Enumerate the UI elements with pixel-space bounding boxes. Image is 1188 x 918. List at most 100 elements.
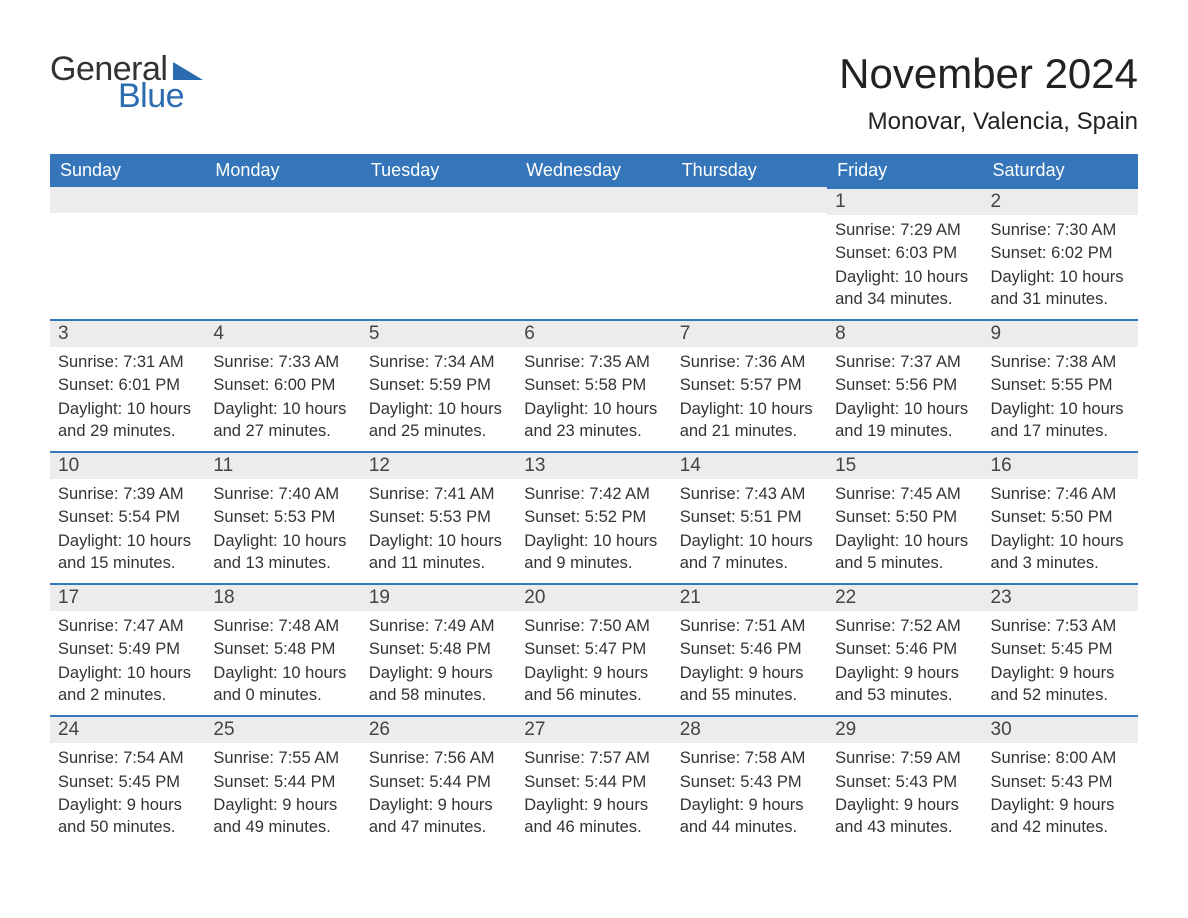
day-body: Sunrise: 7:47 AMSunset: 5:49 PMDaylight:… [50,611,205,715]
sunrise-line: Sunrise: 7:48 AM [213,615,352,637]
day-number: 10 [50,451,205,479]
daylight-line: Daylight: 10 hours and 7 minutes. [680,530,819,575]
day-number: 30 [983,715,1138,743]
day-number: 1 [827,187,982,215]
day-number: 27 [516,715,671,743]
brand-logo: General Blue [50,50,203,116]
sunrise-line: Sunrise: 7:36 AM [680,351,819,373]
sunset-line: Sunset: 6:01 PM [58,374,197,396]
day-number: 9 [983,319,1138,347]
day-number: 15 [827,451,982,479]
day-number: 17 [50,583,205,611]
day-number: 5 [361,319,516,347]
daylight-line: Daylight: 10 hours and 13 minutes. [213,530,352,575]
sunrise-line: Sunrise: 7:39 AM [58,483,197,505]
empty-day-strip [205,187,360,213]
daylight-line: Daylight: 10 hours and 19 minutes. [835,398,974,443]
column-header: Monday [205,154,360,187]
daylight-line: Daylight: 10 hours and 25 minutes. [369,398,508,443]
calendar-cell: 25Sunrise: 7:55 AMSunset: 5:44 PMDayligh… [205,715,360,847]
sunset-line: Sunset: 5:52 PM [524,506,663,528]
calendar-cell: 20Sunrise: 7:50 AMSunset: 5:47 PMDayligh… [516,583,671,715]
daylight-line: Daylight: 10 hours and 2 minutes. [58,662,197,707]
sunrise-line: Sunrise: 7:40 AM [213,483,352,505]
column-header: Sunday [50,154,205,187]
daylight-line: Daylight: 9 hours and 50 minutes. [58,794,197,839]
sunset-line: Sunset: 5:53 PM [213,506,352,528]
column-header: Saturday [983,154,1138,187]
daylight-line: Daylight: 10 hours and 9 minutes. [524,530,663,575]
calendar-cell: 30Sunrise: 8:00 AMSunset: 5:43 PMDayligh… [983,715,1138,847]
day-body: Sunrise: 7:56 AMSunset: 5:44 PMDaylight:… [361,743,516,847]
empty-day-strip [50,187,205,213]
day-body: Sunrise: 7:54 AMSunset: 5:45 PMDaylight:… [50,743,205,847]
daylight-line: Daylight: 10 hours and 21 minutes. [680,398,819,443]
calendar-cell: 12Sunrise: 7:41 AMSunset: 5:53 PMDayligh… [361,451,516,583]
day-number: 20 [516,583,671,611]
sunset-line: Sunset: 5:43 PM [991,771,1130,793]
day-number: 8 [827,319,982,347]
sunset-line: Sunset: 5:48 PM [213,638,352,660]
sunrise-line: Sunrise: 7:47 AM [58,615,197,637]
page-subtitle: Monovar, Valencia, Spain [839,108,1138,136]
calendar-cell [361,187,516,319]
sunset-line: Sunset: 5:43 PM [680,771,819,793]
calendar-cell: 1Sunrise: 7:29 AMSunset: 6:03 PMDaylight… [827,187,982,319]
sunset-line: Sunset: 5:46 PM [835,638,974,660]
calendar-cell: 6Sunrise: 7:35 AMSunset: 5:58 PMDaylight… [516,319,671,451]
day-number: 2 [983,187,1138,215]
sunset-line: Sunset: 5:53 PM [369,506,508,528]
daylight-line: Daylight: 10 hours and 5 minutes. [835,530,974,575]
day-number: 16 [983,451,1138,479]
day-body: Sunrise: 7:37 AMSunset: 5:56 PMDaylight:… [827,347,982,451]
daylight-line: Daylight: 9 hours and 46 minutes. [524,794,663,839]
day-body: Sunrise: 7:49 AMSunset: 5:48 PMDaylight:… [361,611,516,715]
sunrise-line: Sunrise: 7:46 AM [991,483,1130,505]
sunrise-line: Sunrise: 7:45 AM [835,483,974,505]
day-number: 7 [672,319,827,347]
sunrise-line: Sunrise: 7:56 AM [369,747,508,769]
sunrise-line: Sunrise: 7:50 AM [524,615,663,637]
day-body: Sunrise: 7:41 AMSunset: 5:53 PMDaylight:… [361,479,516,583]
sunset-line: Sunset: 5:44 PM [213,771,352,793]
day-body: Sunrise: 7:52 AMSunset: 5:46 PMDaylight:… [827,611,982,715]
sunrise-line: Sunrise: 7:29 AM [835,219,974,241]
day-body: Sunrise: 7:53 AMSunset: 5:45 PMDaylight:… [983,611,1138,715]
day-body: Sunrise: 7:33 AMSunset: 6:00 PMDaylight:… [205,347,360,451]
calendar-cell: 15 Sunrise: 7:45 AMSunset: 5:50 PMDayligh… [827,451,982,583]
sunrise-line: Sunrise: 7:33 AM [213,351,352,373]
day-body: Sunrise: 7:34 AMSunset: 5:59 PMDaylight:… [361,347,516,451]
calendar-cell: 5Sunrise: 7:34 AMSunset: 5:59 PMDaylight… [361,319,516,451]
day-number: 29 [827,715,982,743]
day-body: Sunrise: 7:35 AMSunset: 5:58 PMDaylight:… [516,347,671,451]
day-number: 14 [672,451,827,479]
sunset-line: Sunset: 5:55 PM [991,374,1130,396]
sunset-line: Sunset: 5:50 PM [835,506,974,528]
calendar-cell: 13Sunrise: 7:42 AMSunset: 5:52 PMDayligh… [516,451,671,583]
sunset-line: Sunset: 5:51 PM [680,506,819,528]
calendar-cell: 3Sunrise: 7:31 AMSunset: 6:01 PMDaylight… [50,319,205,451]
daylight-line: Daylight: 10 hours and 11 minutes. [369,530,508,575]
daylight-line: Daylight: 10 hours and 17 minutes. [991,398,1130,443]
daylight-line: Daylight: 9 hours and 49 minutes. [213,794,352,839]
calendar-cell: 2Sunrise: 7:30 AMSunset: 6:02 PMDaylight… [983,187,1138,319]
day-body: Sunrise: 7:57 AMSunset: 5:44 PMDaylight:… [516,743,671,847]
day-body: Sunrise: 7:38 AMSunset: 5:55 PMDaylight:… [983,347,1138,451]
sunset-line: Sunset: 5:43 PM [835,771,974,793]
sunset-line: Sunset: 5:47 PM [524,638,663,660]
sunrise-line: Sunrise: 7:57 AM [524,747,663,769]
sunset-line: Sunset: 5:48 PM [369,638,508,660]
daylight-line: Daylight: 9 hours and 43 minutes. [835,794,974,839]
calendar-cell [672,187,827,319]
day-number: 18 [205,583,360,611]
calendar-cell: 9Sunrise: 7:38 AMSunset: 5:55 PMDaylight… [983,319,1138,451]
day-body: Sunrise: 7:40 AMSunset: 5:53 PMDaylight:… [205,479,360,583]
day-body: Sunrise: 7:36 AMSunset: 5:57 PMDaylight:… [672,347,827,451]
daylight-line: Daylight: 10 hours and 0 minutes. [213,662,352,707]
sunset-line: Sunset: 5:46 PM [680,638,819,660]
sunset-line: Sunset: 6:02 PM [991,242,1130,264]
sunrise-line: Sunrise: 7:59 AM [835,747,974,769]
day-body: Sunrise: 8:00 AMSunset: 5:43 PMDaylight:… [983,743,1138,847]
calendar-cell [205,187,360,319]
calendar-cell: 19Sunrise: 7:49 AMSunset: 5:48 PMDayligh… [361,583,516,715]
